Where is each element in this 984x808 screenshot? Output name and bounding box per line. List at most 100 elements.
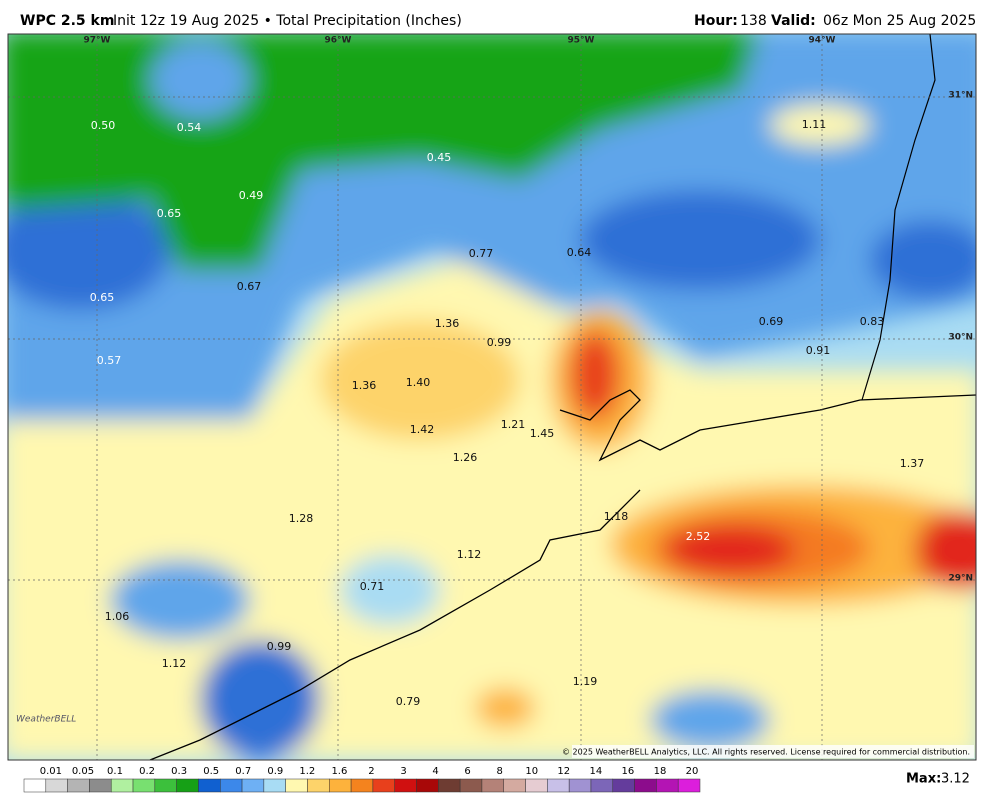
value-label: 0.69 bbox=[759, 315, 784, 328]
value-label: 1.12 bbox=[162, 657, 187, 670]
legend-label: 0.3 bbox=[171, 766, 187, 777]
map bbox=[8, 34, 976, 760]
legend-swatch bbox=[525, 778, 548, 793]
legend-swatch bbox=[67, 778, 90, 793]
value-label: 1.40 bbox=[406, 376, 431, 389]
value-label: 1.06 bbox=[105, 610, 130, 623]
value-label: 0.67 bbox=[237, 280, 262, 293]
value-label: 0.65 bbox=[157, 207, 182, 220]
legend-label: 1.6 bbox=[331, 766, 347, 777]
value-label: 0.83 bbox=[860, 315, 885, 328]
legend-label: 18 bbox=[654, 766, 667, 777]
lon-label: 95°W bbox=[568, 36, 595, 46]
legend-swatch bbox=[568, 778, 592, 793]
value-label: 0.79 bbox=[396, 695, 421, 708]
value-label: 1.37 bbox=[900, 457, 925, 470]
value-label: 0.54 bbox=[177, 121, 202, 134]
legend-swatch bbox=[285, 778, 308, 793]
value-label: 1.18 bbox=[604, 510, 629, 523]
legend-label: 10 bbox=[525, 766, 538, 777]
legend-swatch bbox=[220, 778, 243, 793]
lat-label: 29°N bbox=[948, 574, 973, 584]
logo: WeatherBELL bbox=[16, 715, 76, 725]
subtitle: Init 12z 19 Aug 2025 • Total Precipitati… bbox=[113, 13, 462, 29]
value-label: 1.26 bbox=[453, 451, 478, 464]
lat-label: 31°N bbox=[948, 91, 973, 101]
legend-label: 0.1 bbox=[107, 766, 123, 777]
legend-label: 0.7 bbox=[235, 766, 251, 777]
legend-swatch bbox=[23, 778, 47, 793]
value-label: 1.11 bbox=[802, 118, 827, 131]
max-label: Max: bbox=[906, 772, 941, 787]
value-label: 0.77 bbox=[469, 247, 494, 260]
legend-label: 0.5 bbox=[203, 766, 219, 777]
value-label: 0.49 bbox=[239, 189, 264, 202]
legend-swatch bbox=[547, 778, 570, 793]
legend-label: 0.9 bbox=[267, 766, 283, 777]
value-label: 1.36 bbox=[435, 317, 460, 330]
legend-label: 16 bbox=[622, 766, 635, 777]
value-label: 0.71 bbox=[360, 580, 385, 593]
legend-label: 12 bbox=[557, 766, 570, 777]
value-label: 1.19 bbox=[573, 675, 598, 688]
legend-swatch bbox=[350, 778, 374, 793]
legend-swatch bbox=[459, 778, 483, 793]
hour: 138 bbox=[740, 13, 767, 29]
value-label: 0.91 bbox=[806, 344, 831, 357]
legend-label: 20 bbox=[686, 766, 699, 777]
legend-swatch bbox=[45, 778, 68, 793]
value-label: 0.64 bbox=[567, 246, 592, 259]
value-label: 0.50 bbox=[91, 119, 116, 132]
lon-label: 96°W bbox=[325, 36, 352, 46]
legend-label: 0.05 bbox=[72, 766, 94, 777]
value-label: 0.57 bbox=[97, 354, 122, 367]
legend-swatch bbox=[394, 778, 417, 793]
legend-swatch bbox=[176, 778, 199, 793]
legend-swatch bbox=[89, 778, 112, 793]
legend-swatch bbox=[198, 778, 221, 793]
legend-swatch bbox=[110, 778, 134, 793]
value-label: 1.21 bbox=[501, 418, 526, 431]
lon-label: 97°W bbox=[84, 36, 111, 46]
legend-label: 4 bbox=[432, 766, 438, 777]
legend-label: 14 bbox=[589, 766, 602, 777]
copyright: © 2025 WeatherBELL Analytics, LLC. All r… bbox=[562, 748, 970, 757]
value-label: 1.28 bbox=[289, 512, 314, 525]
legend-swatch bbox=[656, 778, 679, 793]
legend-swatch bbox=[372, 778, 395, 793]
legend-swatch bbox=[481, 778, 504, 793]
value-label: 0.45 bbox=[427, 151, 452, 164]
legend-swatch bbox=[677, 778, 701, 793]
legend-swatch bbox=[634, 778, 657, 793]
lat-label: 30°N bbox=[948, 333, 973, 343]
value-label: 1.36 bbox=[352, 379, 377, 392]
legend-swatch bbox=[329, 778, 352, 793]
value-label: 0.99 bbox=[487, 336, 512, 349]
valid: 06z Mon 25 Aug 2025 bbox=[823, 13, 976, 29]
legend-label: 8 bbox=[496, 766, 502, 777]
legend-swatch bbox=[590, 778, 614, 793]
legend-swatch bbox=[438, 778, 461, 793]
model: WPC 2.5 km bbox=[20, 13, 114, 29]
legend-label: 1.2 bbox=[299, 766, 315, 777]
legend-label: 3 bbox=[400, 766, 406, 777]
legend-swatch bbox=[416, 778, 439, 793]
legend-label: 2 bbox=[368, 766, 374, 777]
legend-swatch bbox=[263, 778, 286, 793]
value-label: 1.12 bbox=[457, 548, 482, 561]
valid-label: Valid: bbox=[771, 13, 816, 29]
max: 3.12 bbox=[941, 772, 970, 787]
value-label: 0.99 bbox=[267, 640, 292, 653]
legend-swatch bbox=[132, 778, 156, 793]
value-label: 2.52 bbox=[686, 530, 711, 543]
legend-label: 0.2 bbox=[139, 766, 155, 777]
lon-label: 94°W bbox=[809, 36, 836, 46]
legend-swatch bbox=[307, 778, 330, 793]
legend-swatch bbox=[612, 778, 635, 793]
legend-swatch bbox=[503, 778, 526, 793]
legend-swatch bbox=[241, 778, 265, 793]
value-label: 1.45 bbox=[530, 427, 555, 440]
legend-label: 6 bbox=[464, 766, 470, 777]
legend-label: 0.01 bbox=[40, 766, 62, 777]
